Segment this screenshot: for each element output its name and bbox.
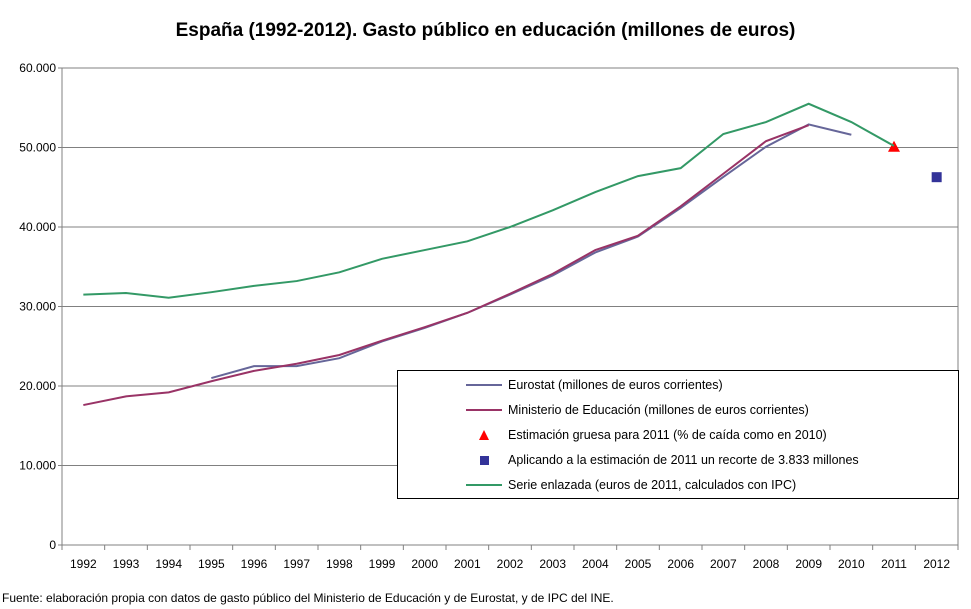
- y-tick-label: 0: [49, 538, 56, 552]
- series-line: [83, 102, 895, 299]
- y-tick-label: 30.000: [19, 300, 56, 314]
- legend-label: Ministerio de Educación (millones de eur…: [508, 403, 809, 417]
- y-tick-label: 60.000: [19, 61, 56, 75]
- x-tick-label: 2009: [795, 557, 822, 571]
- y-tick-label: 10.000: [19, 459, 56, 473]
- y-tick-label: 40.000: [19, 220, 56, 234]
- x-tick-label: 2010: [838, 557, 865, 571]
- series-line: [211, 123, 852, 380]
- data-point-square: [931, 172, 942, 183]
- legend: Eurostat (millones de euros corrientes) M…: [397, 370, 959, 499]
- data-point-triangle: [888, 140, 900, 152]
- legend-swatch: [466, 425, 502, 445]
- x-tick-label: 1992: [70, 557, 97, 571]
- x-tick-label: 2008: [753, 557, 780, 571]
- y-tick-label: 20.000: [19, 379, 56, 393]
- legend-item: Serie enlazada (euros de 2011, calculado…: [398, 475, 796, 495]
- x-tick-label: 1996: [241, 557, 268, 571]
- x-tick-label: 2012: [923, 557, 950, 571]
- source-note: Fuente: elaboración propia con datos de …: [2, 591, 614, 605]
- legend-swatch: [466, 400, 502, 420]
- legend-swatch: [466, 475, 502, 495]
- legend-label: Serie enlazada (euros de 2011, calculado…: [508, 478, 797, 492]
- legend-item: Eurostat (millones de euros corrientes): [398, 375, 723, 395]
- x-tick-label: 2005: [625, 557, 652, 571]
- legend-item: Aplicando a la estimación de 2011 un rec…: [398, 450, 859, 470]
- series-line: [83, 124, 810, 407]
- x-tick-label: 2006: [667, 557, 694, 571]
- x-tick-label: 2007: [710, 557, 737, 571]
- x-tick-label: 2002: [497, 557, 524, 571]
- chart-title: España (1992-2012). Gasto público en edu…: [175, 20, 796, 41]
- legend-item: Estimación gruesa para 2011 (% de caída …: [398, 425, 827, 445]
- legend-item: Ministerio de Educación (millones de eur…: [398, 400, 809, 420]
- x-tick-label: 2001: [454, 557, 481, 571]
- legend-swatch: [466, 450, 502, 470]
- x-tick-label: 1997: [283, 557, 310, 571]
- legend-swatch: [466, 375, 502, 395]
- y-tick-label: 50.000: [19, 141, 56, 155]
- x-tick-label: 2003: [539, 557, 566, 571]
- x-tick-label: 2011: [881, 557, 907, 571]
- x-tick-label: 1994: [155, 557, 182, 571]
- legend-label: Estimación gruesa para 2011 (% de caída …: [508, 428, 827, 442]
- x-tick-label: 1993: [113, 557, 140, 571]
- x-tick-label: 2000: [411, 557, 438, 571]
- x-tick-label: 1998: [326, 557, 353, 571]
- legend-label: Eurostat (millones de euros corrientes): [508, 378, 723, 392]
- x-tick-label: 1995: [198, 557, 225, 571]
- legend-label: Aplicando a la estimación de 2011 un rec…: [508, 453, 859, 467]
- x-tick-label: 2004: [582, 557, 609, 571]
- x-tick-label: 1999: [369, 557, 396, 571]
